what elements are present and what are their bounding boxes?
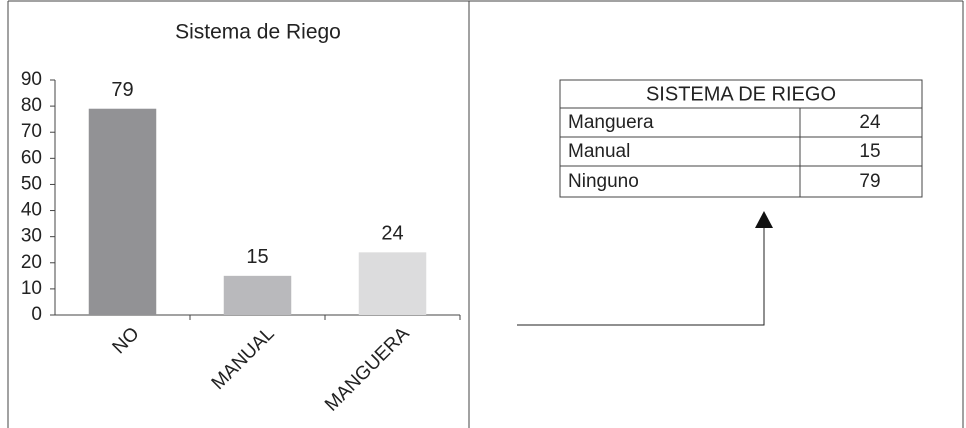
bar — [88, 108, 157, 315]
table-border — [559, 79, 923, 198]
value-label: 15 — [246, 246, 268, 268]
cell: Ninguno — [568, 171, 639, 192]
y-tick-label: 10 — [21, 278, 42, 299]
cell: Manguera — [568, 112, 654, 133]
chart-title: Sistema de Riego — [175, 21, 341, 44]
arrow-head — [755, 211, 773, 228]
y-tick-label: 20 — [21, 252, 42, 273]
cell: 79 — [859, 171, 880, 192]
bar — [223, 275, 292, 315]
arrow-line — [517, 228, 765, 326]
table: SISTEMA DE RIEGO Manguera 24 Manual 15 N… — [559, 79, 923, 198]
x-tick-label: MANGUERA — [321, 323, 414, 416]
y-tick-label: 0 — [31, 304, 42, 325]
bar — [358, 252, 427, 315]
cell: 15 — [859, 141, 880, 162]
cell: Manual — [568, 141, 630, 162]
y-tick-label: 40 — [21, 200, 42, 221]
y-tick-label: 70 — [21, 121, 42, 142]
y-tick-label: 80 — [21, 95, 42, 116]
table-title: SISTEMA DE RIEGO — [646, 83, 836, 105]
value-label: 79 — [111, 79, 133, 101]
value-label: 24 — [381, 223, 403, 245]
y-tick-label: 60 — [21, 147, 42, 168]
y-tick-label: 50 — [21, 173, 42, 194]
x-tick-label: NO — [109, 323, 144, 358]
y-tick-label: 30 — [21, 226, 42, 247]
x-tick-label: MANUAL — [208, 323, 279, 394]
y-tick-label: 90 — [21, 69, 42, 90]
cell: 24 — [859, 112, 881, 133]
